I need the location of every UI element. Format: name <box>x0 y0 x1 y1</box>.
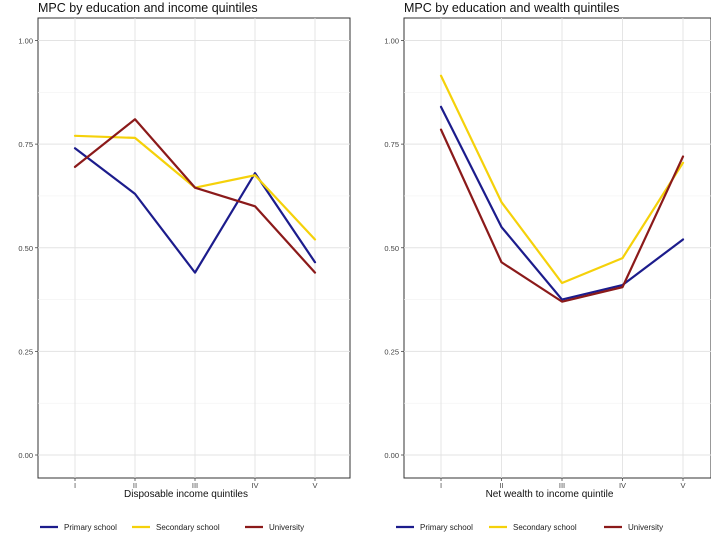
y-tick-label: 0.50 <box>384 244 399 253</box>
x-tick-label: V <box>312 481 317 490</box>
y-tick-label: 0.00 <box>384 451 399 460</box>
series-line-university <box>439 128 685 303</box>
legend-label: Primary school <box>420 523 473 532</box>
x-tick-label: IV <box>251 481 258 490</box>
legend-label: University <box>628 523 663 532</box>
series-line-university <box>73 118 317 274</box>
series-line-primary-school <box>73 147 317 274</box>
y-tick-label: 0.75 <box>384 140 399 149</box>
y-tick-label: 0.50 <box>18 244 33 253</box>
x-tick-label: IV <box>619 481 626 490</box>
x-tick-label: II <box>499 481 503 490</box>
legend-label: Primary school <box>64 523 117 532</box>
legend-label: University <box>269 523 304 532</box>
chart-title: MPC by education and wealth quintiles <box>404 1 620 15</box>
y-tick-label: 1.00 <box>18 37 33 46</box>
right-chart-panel: MPC by education and wealth quintiles 0.… <box>366 0 711 542</box>
y-tick-label: 0.25 <box>384 347 399 356</box>
y-tick-label: 0.25 <box>18 347 33 356</box>
chart-title: MPC by education and income quintiles <box>38 1 258 15</box>
y-tick-label: 0.00 <box>18 451 33 460</box>
x-tick-label: I <box>74 481 76 490</box>
y-tick-label: 1.00 <box>384 37 399 46</box>
legend-label: Secondary school <box>513 523 577 532</box>
x-tick-label: II <box>133 481 137 490</box>
y-tick-label: 0.75 <box>18 140 33 149</box>
x-tick-label: III <box>192 481 198 490</box>
x-tick-label: V <box>680 481 685 490</box>
left-chart-panel: MPC by education and income quintiles 0.… <box>18 1 351 532</box>
left-chart: 0.000.250.500.751.00I II III IV VDisposable … <box>18 17 351 532</box>
x-tick-label: III <box>559 481 565 490</box>
series-line-secondary-school <box>439 74 685 285</box>
x-axis-title: Disposable income quintiles <box>124 489 248 500</box>
x-tick-label: I <box>440 481 442 490</box>
series-line-primary-school <box>439 105 685 301</box>
legend-label: Secondary school <box>156 523 220 532</box>
x-axis-title: Net wealth to income quintile <box>486 489 614 500</box>
